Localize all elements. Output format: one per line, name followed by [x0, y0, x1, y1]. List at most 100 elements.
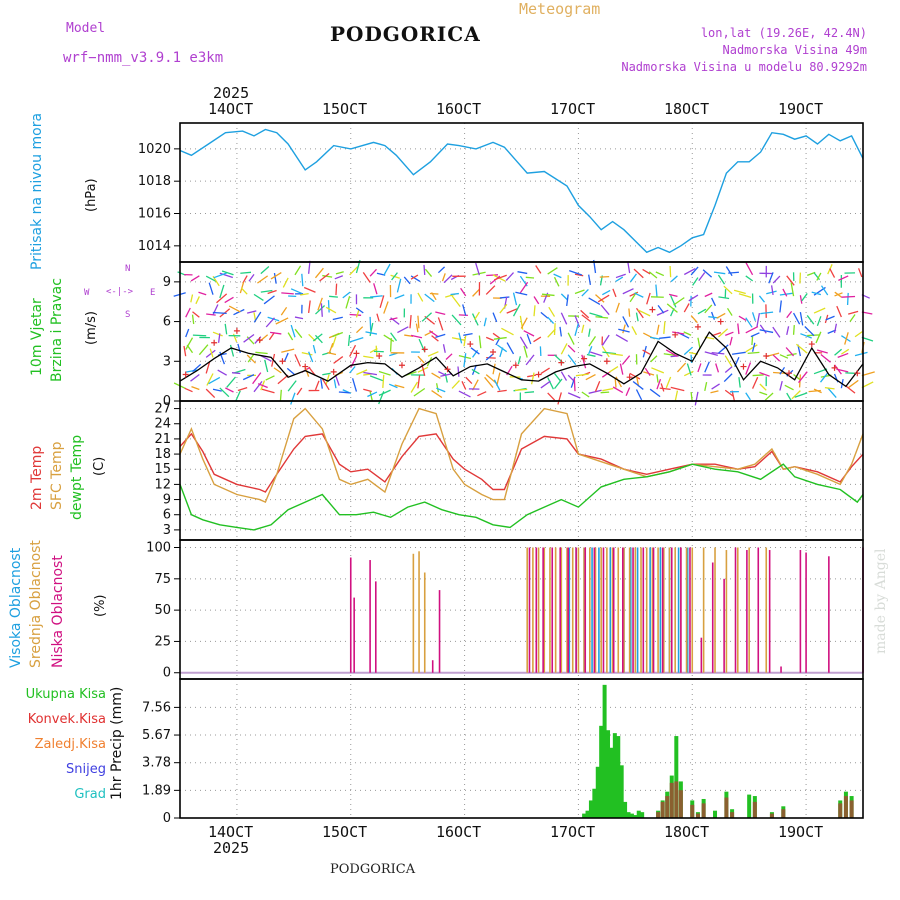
wind-barb: [670, 386, 685, 392]
wind-barb: [760, 311, 774, 315]
wind-barb: [637, 309, 651, 317]
wind-barb: [728, 271, 739, 274]
wind-barb: [646, 292, 651, 305]
wind-barb: [517, 356, 521, 365]
wind-barb: [417, 315, 420, 329]
wind-barb: [342, 291, 351, 299]
wind-barb: [716, 312, 726, 319]
wind-barb: [198, 344, 209, 356]
gust-mark: [854, 370, 861, 377]
wind-barb: [801, 293, 808, 302]
wind-barb: [506, 342, 515, 355]
wind-barb: [648, 271, 658, 279]
wind-barb: [526, 333, 532, 345]
wind-barb: [294, 316, 304, 320]
wind-barb: [257, 383, 268, 389]
wind-barb: [618, 328, 630, 333]
wind-barb: [268, 331, 276, 341]
wind-barb: [627, 261, 631, 274]
wind-barb: [363, 388, 372, 393]
wind-barb: [192, 334, 207, 337]
y-tick-label: 1018: [138, 174, 171, 189]
wind-barb: [349, 344, 357, 357]
wind-barb: [554, 373, 561, 382]
wind-barb: [382, 374, 385, 388]
wind-barb: [634, 292, 644, 298]
y-tick-label: 12: [154, 477, 171, 492]
wind-barb: [485, 336, 495, 342]
wind-barb: [383, 263, 391, 276]
wind-barb: [315, 305, 326, 315]
wind-barb: [665, 376, 672, 389]
wind-barb: [427, 351, 439, 357]
wind-barb: [846, 292, 849, 306]
wind-barb: [431, 390, 443, 399]
y-tick-label: 6: [163, 508, 171, 523]
wind-barb: [622, 324, 626, 334]
wind-barb: [217, 369, 227, 376]
wind-barb: [642, 268, 651, 275]
wind-barb: [296, 387, 303, 396]
precip-bar: [616, 736, 621, 818]
wind-barb: [240, 271, 252, 274]
wind-barb: [369, 375, 384, 382]
gust-mark: [353, 350, 360, 357]
wind-barb: [650, 355, 658, 363]
wind-barb: [451, 295, 461, 307]
wind-barb: [351, 378, 358, 392]
wind-barb: [429, 292, 439, 295]
wind-barb: [290, 288, 303, 295]
wind-barb: [804, 326, 815, 337]
wind-barb: [697, 308, 707, 315]
wind-barb: [388, 383, 398, 389]
wind-barb: [273, 272, 277, 284]
wind-barb: [553, 273, 562, 279]
wind-barb: [390, 274, 401, 279]
gust-mark: [535, 371, 542, 378]
wind-barb: [588, 335, 597, 347]
compass-e: E: [150, 288, 156, 298]
wind-barb: [253, 381, 263, 393]
wind-barb: [683, 346, 693, 356]
wind-barb: [335, 283, 338, 296]
wind-barb: [208, 376, 221, 385]
legend-conv: Konvek.Kisa: [27, 712, 106, 727]
gust-mark: [581, 355, 588, 362]
compass-rose: N S W E <-|->: [84, 262, 164, 324]
wind-barb: [492, 332, 501, 339]
wind-barb: [265, 317, 275, 328]
precip-bar: [619, 765, 624, 818]
wind-barb: [478, 335, 482, 349]
wind-barb: [184, 387, 193, 393]
gust-mark: [717, 318, 724, 325]
wind-barb: [580, 309, 590, 319]
wind-barb: [782, 288, 788, 297]
wind-barb: [704, 292, 713, 298]
wind-barb: [632, 380, 644, 390]
wind-barb: [659, 387, 671, 391]
wind-barb: [253, 311, 262, 323]
gust-mark: [490, 349, 497, 356]
wind-barb: [547, 377, 554, 390]
wind-barb: [833, 323, 838, 334]
wind-barb: [410, 274, 419, 280]
wind-barb: [615, 334, 629, 342]
wind-barb: [621, 355, 631, 365]
wind-barb: [497, 389, 507, 393]
wind-barb: [451, 380, 460, 389]
wind-barb: [345, 295, 351, 309]
wind-barb: [702, 269, 713, 278]
wind-barb: [655, 284, 658, 297]
wind-barb: [331, 336, 337, 348]
wind-barb: [811, 291, 822, 296]
wind-barb: [463, 333, 473, 336]
wind-barb: [635, 375, 640, 387]
y-tick-label: 75: [154, 572, 171, 587]
wind-barb: [413, 387, 426, 397]
wind-barb: [644, 367, 651, 376]
wind-barb: [666, 303, 678, 313]
tick-top-3: 17OCT: [550, 100, 596, 118]
wind-barb: [277, 374, 289, 385]
wind-barb: [356, 369, 368, 376]
wind-barb: [190, 294, 194, 303]
